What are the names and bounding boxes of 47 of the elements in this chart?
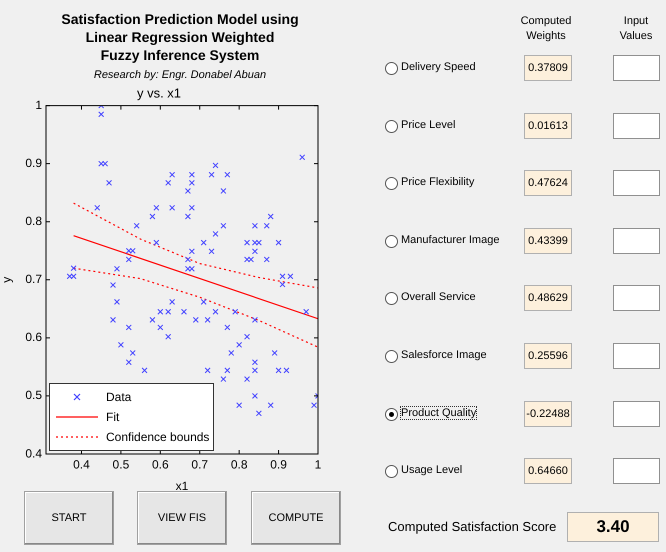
x-tick-label: 0.4 xyxy=(73,458,90,472)
text: Satisfaction Prediction Model using Linear Regression Weighted Fuzzy Inference System xyxy=(60,10,300,64)
text: 3.40 xyxy=(567,512,659,542)
text: COMPUTE xyxy=(251,491,341,545)
x-axis-title: x1 xyxy=(176,479,189,494)
category-label: Product Quality xyxy=(401,406,476,419)
y-tick-label: 0.9 xyxy=(25,156,42,170)
y-axis-title: y xyxy=(0,276,14,283)
text: START xyxy=(24,491,114,545)
x-tick-label: 0.8 xyxy=(230,458,248,472)
legend-label: Confidence bounds xyxy=(106,430,210,444)
category-label: Price Flexibility xyxy=(401,176,474,188)
category-label: Manufacturer Image xyxy=(401,234,500,246)
line-series xyxy=(72,268,318,348)
text: 0.25596 xyxy=(528,350,568,362)
text: VIEW FIS xyxy=(158,512,206,524)
x-tick-label: 1 xyxy=(314,458,322,472)
text: Computed Weights xyxy=(520,14,572,44)
y-tick-label: 0.4 xyxy=(25,446,42,460)
category-label: Price Level xyxy=(401,118,456,131)
chart-title: y vs. x1 xyxy=(136,85,182,100)
x-tick-label: 0.5 xyxy=(112,458,130,472)
text: Computed Satisfaction Score xyxy=(388,519,556,534)
legend-label: Fit xyxy=(106,410,120,424)
text: Input Values xyxy=(618,14,654,44)
category-label: Usage Level xyxy=(401,464,462,476)
text: 0.37809 xyxy=(528,62,568,74)
x-tick-label: 0.6 xyxy=(152,458,169,472)
text: 0.43399 xyxy=(528,234,568,247)
line-series xyxy=(72,202,318,289)
category-label: Salesforce Image xyxy=(401,349,487,361)
y-tick-label: 1 xyxy=(35,98,42,112)
category-label: Overall Service xyxy=(401,291,476,304)
y-tick-label: 0.5 xyxy=(25,388,42,402)
text: 0.01613 xyxy=(528,120,568,132)
text: Research by: Engr. Donabel Abuan xyxy=(92,69,268,81)
text: 0.48629 xyxy=(528,292,568,304)
text: 0.47624 xyxy=(528,177,568,190)
x-tick-label: 0.9 xyxy=(270,458,288,472)
y-tick-label: 0.6 xyxy=(25,330,42,344)
category-label: Delivery Speed xyxy=(401,61,476,73)
legend-label: Data xyxy=(106,390,132,404)
y-tick-label: 0.7 xyxy=(25,272,42,286)
text: -0.22488 xyxy=(526,408,570,420)
x-tick-label: 0.7 xyxy=(191,458,208,472)
y-tick-label: 0.8 xyxy=(25,214,42,228)
text: 0.64660 xyxy=(528,465,568,478)
